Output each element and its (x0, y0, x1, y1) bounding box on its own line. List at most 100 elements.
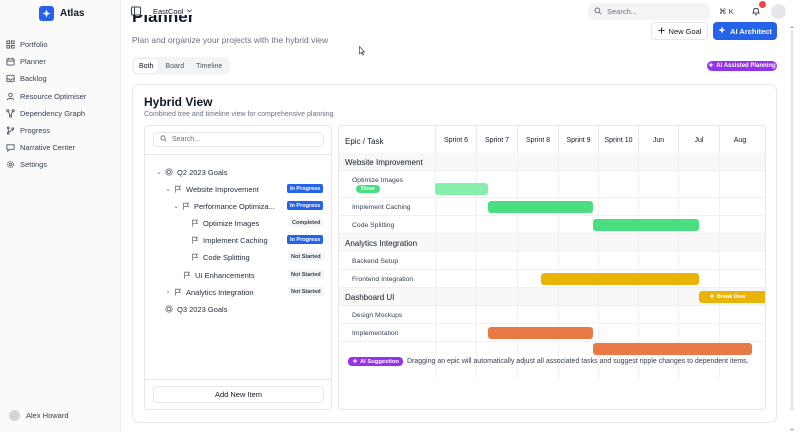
sidebar-nav: Portfolio Planner Backlog Resource Optim… (6, 36, 86, 174)
epic-row (339, 234, 765, 252)
tree-item-label: Website Improvement (186, 184, 259, 194)
tree-item-label: UI Enhancements (195, 270, 255, 280)
sparkle-icon (708, 62, 714, 70)
bar-label-text: Break Dow (716, 294, 746, 300)
chevron-down-icon (186, 7, 193, 16)
tree-item-implement-caching[interactable]: Implement Caching (189, 234, 268, 246)
tab-timeline[interactable]: Timeline (196, 62, 223, 70)
epic-row (339, 153, 765, 171)
chevron-down-icon[interactable]: ⌄ (156, 169, 162, 176)
task-label[interactable]: Backend Setup (352, 257, 399, 265)
git-branch-icon (6, 126, 15, 135)
user-name: Alex Howard (26, 411, 69, 420)
user-profile[interactable]: Alex Howard (9, 410, 69, 421)
new-goal-button[interactable]: New Goal (651, 22, 708, 40)
tree-item-label: Code Splitting (203, 252, 250, 262)
sidebar-item-backlog[interactable]: Backlog (6, 70, 86, 87)
avatar[interactable] (771, 4, 786, 19)
sparkle-icon (709, 293, 715, 301)
tree-item-label: Performance Optimiza... (194, 201, 275, 211)
ai-assisted-planning-badge[interactable]: AI Assisted Planning (707, 61, 777, 71)
tree-search-input[interactable]: Search... (153, 132, 324, 147)
tree-item-performance-optimization[interactable]: ⌄ Performance Optimiza... (172, 200, 275, 212)
grid-line (435, 154, 436, 379)
chevron-down-icon[interactable]: ⌄ (165, 186, 171, 193)
sidebar-item-portfolio[interactable]: Portfolio (6, 36, 86, 53)
status-badge: In Progress (287, 184, 324, 193)
task-label[interactable]: Frontend Integration (352, 275, 414, 283)
task-row (339, 324, 765, 342)
tab-board[interactable]: Board (165, 62, 185, 70)
target-icon (164, 168, 173, 177)
sidebar-item-narrative-center[interactable]: Narrative Center (6, 139, 86, 156)
tree-item-q2-goals[interactable]: ⌄ Q2 2023 Goals (155, 166, 227, 178)
page-scrollbar[interactable] (789, 26, 795, 432)
tree-item-optimize-images[interactable]: Optimize Images (189, 217, 259, 229)
add-new-item-button[interactable]: Add New Item (153, 386, 324, 403)
timeline-bar[interactable] (540, 273, 699, 285)
sidebar-item-progress[interactable]: Progress (6, 122, 86, 139)
chat-icon (6, 143, 15, 153)
workspace-switcher[interactable]: EastCool (153, 7, 193, 16)
task-row (339, 252, 765, 270)
sidebar-item-label: Narrative Center (20, 143, 76, 153)
brand[interactable]: Atlas (39, 6, 84, 21)
tree-item-analytics-integration[interactable]: › Analytics Integration (164, 286, 254, 298)
status-badge: Done (356, 185, 380, 193)
chevron-down-icon[interactable]: ⌄ (173, 203, 179, 210)
divider (145, 379, 331, 380)
task-row (339, 216, 765, 234)
epic-label[interactable]: Dashboard UI (345, 292, 395, 302)
task-label[interactable]: Code Splitting (352, 221, 395, 229)
sidebar-toggle-icon[interactable] (131, 6, 141, 16)
epic-label[interactable]: Website Improvement (345, 157, 423, 167)
tree-search-placeholder: Search... (172, 136, 201, 143)
timeline-bar[interactable] (593, 343, 752, 355)
timeline-bar[interactable] (487, 327, 594, 339)
timeline-header: Epic / Task Sprint 6 Sprint 7 Sprint 8 S… (339, 126, 765, 154)
sidebar-item-dependency-graph[interactable]: Dependency Graph (6, 105, 86, 122)
divider (145, 154, 331, 155)
task-label[interactable]: Implementation (352, 329, 399, 337)
tab-both[interactable]: Both (134, 59, 159, 73)
task-label[interactable]: Implement Caching (352, 203, 411, 211)
epic-row (339, 288, 765, 306)
task-label[interactable]: Optimize Images (352, 176, 403, 184)
task-label[interactable]: Design Mockups (352, 311, 403, 319)
tree-item-q3-goals[interactable]: Q3 2023 Goals (163, 303, 227, 315)
hybrid-view-card: Hybrid View Combined tree and timeline v… (132, 84, 777, 423)
sidebar-item-planner[interactable]: Planner (6, 53, 86, 70)
tree-item-code-splitting[interactable]: Code Splitting (189, 251, 250, 263)
epic-label[interactable]: Analytics Integration (345, 238, 418, 248)
column-header: Sprint 9 (558, 126, 598, 154)
timeline-bar[interactable] (435, 183, 488, 195)
card-title: Hybrid View (144, 95, 213, 109)
sidebar-item-resource-optimiser[interactable]: Resource Optimiser (6, 88, 86, 105)
status-badge: In Progress (287, 235, 324, 244)
shortcut-hint: ⌘ K (719, 7, 734, 16)
bell-icon[interactable] (751, 6, 761, 16)
column-header: Sprint 8 (517, 126, 558, 154)
tree-item-ui-enhancements[interactable]: UI Enhancements (181, 269, 255, 281)
gear-icon (6, 160, 15, 169)
users-icon (6, 92, 15, 101)
grid-line (517, 154, 518, 379)
flag-icon (190, 253, 199, 262)
chevron-right-icon[interactable]: › (166, 288, 170, 296)
ai-suggestion: AI Suggestion Dragging an epic will auto… (348, 357, 749, 366)
mouse-cursor-icon (359, 45, 366, 56)
tree-item-label: Q3 2023 Goals (177, 304, 228, 314)
timeline-bar[interactable] (593, 219, 699, 231)
ai-architect-button[interactable]: AI Architect (713, 22, 777, 40)
sidebar: Atlas Portfolio Planner Backlog Resource… (0, 0, 121, 432)
sidebar-item-label: Portfolio (20, 40, 48, 50)
timeline-bar[interactable] (487, 201, 594, 213)
card-subtitle: Combined tree and timeline view for comp… (144, 111, 334, 118)
timeline-bar[interactable]: Break Dow (698, 291, 765, 303)
column-header: Jun (638, 126, 678, 154)
global-search-input[interactable]: Search... (588, 3, 710, 20)
status-badge: Not Started (288, 252, 324, 261)
tree-item-website-improvement[interactable]: ⌄ Website Improvement (164, 183, 259, 195)
sidebar-item-settings[interactable]: Settings (6, 156, 86, 173)
tree-item-label: Implement Caching (203, 235, 268, 245)
